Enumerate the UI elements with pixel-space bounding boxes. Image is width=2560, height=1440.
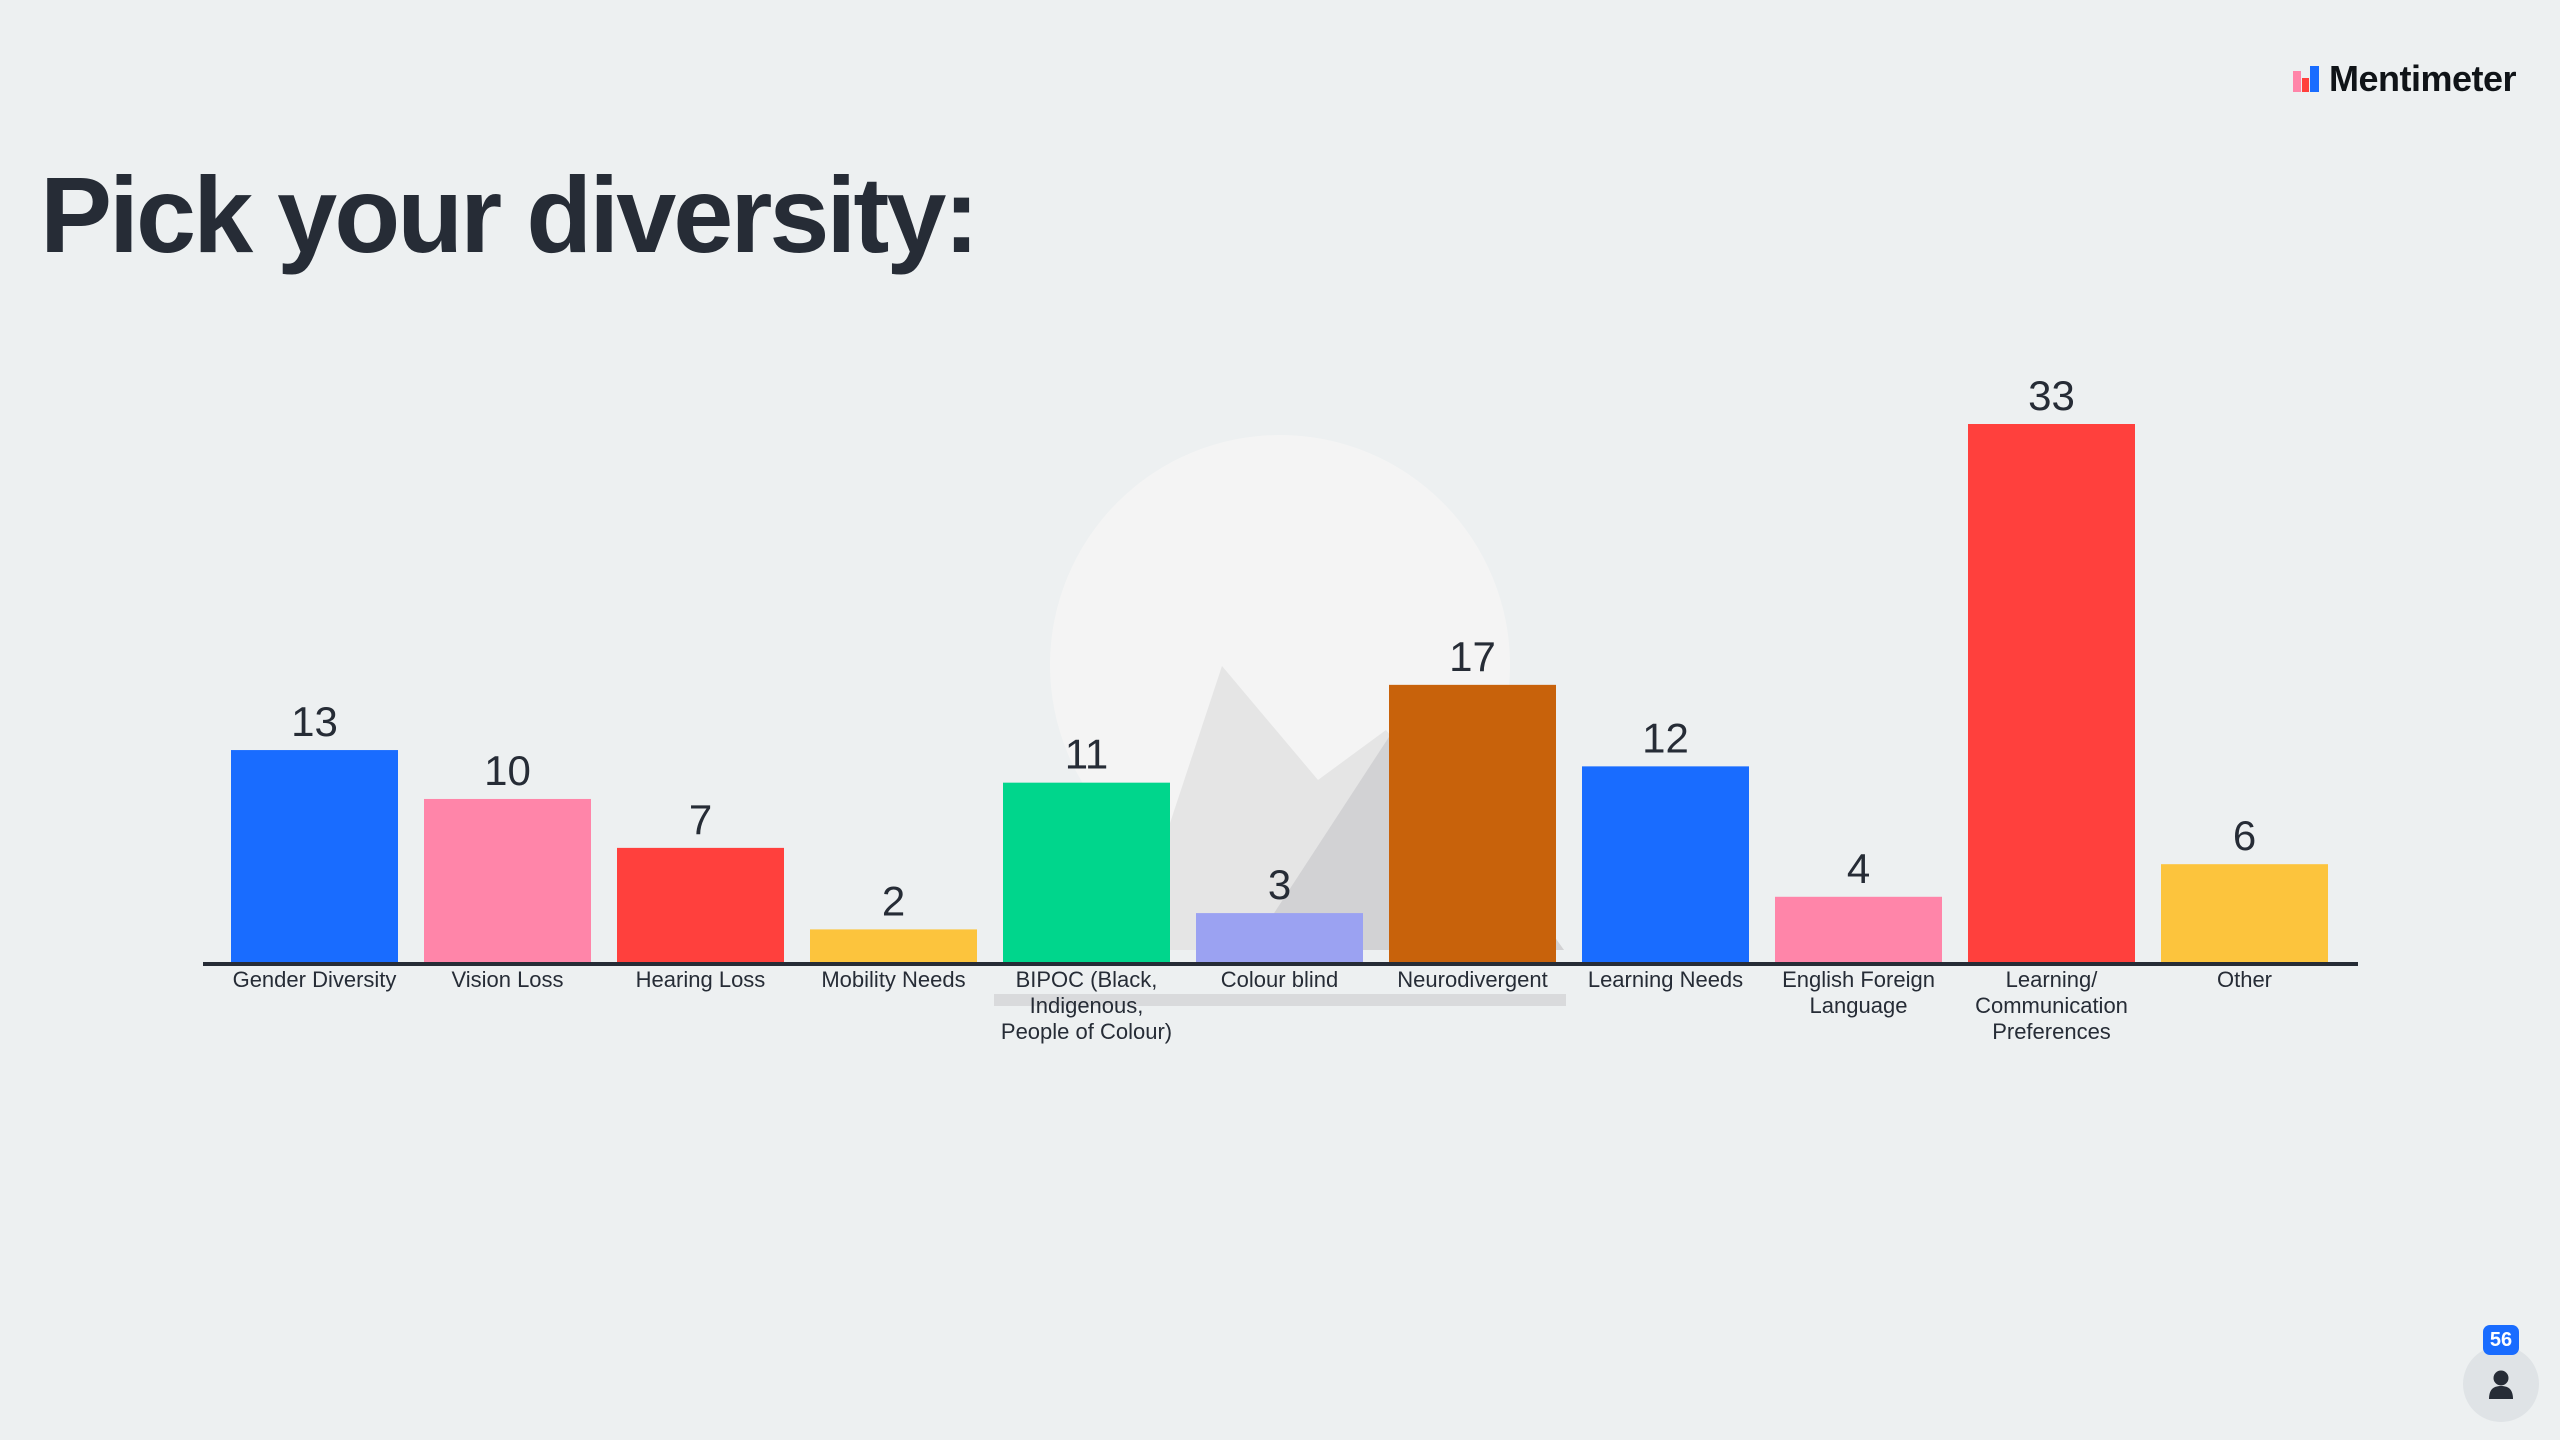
value-label-10: 6 xyxy=(2233,812,2256,859)
bar-7 xyxy=(1582,766,1749,962)
category-label-5: Colour blind xyxy=(1220,967,1339,992)
value-label-1: 10 xyxy=(484,747,531,794)
value-label-2: 7 xyxy=(689,796,712,843)
value-label-7: 12 xyxy=(1642,714,1689,761)
category-label-3: Mobility Needs xyxy=(821,967,966,992)
bar-10 xyxy=(2161,864,2328,962)
bar-4 xyxy=(1003,782,1170,962)
mentimeter-logo-icon xyxy=(2292,66,2319,92)
bar-3 xyxy=(810,929,977,962)
category-label-10: Other xyxy=(2216,967,2273,992)
value-label-3: 2 xyxy=(882,877,905,924)
person-icon xyxy=(2489,1370,2513,1399)
bar-2 xyxy=(617,847,784,962)
value-label-5: 3 xyxy=(1268,861,1291,908)
bar-9 xyxy=(1968,424,2135,962)
bar-8 xyxy=(1775,896,1942,962)
bar-0 xyxy=(231,750,398,962)
category-label-2: Hearing Loss xyxy=(635,967,766,992)
bar-5 xyxy=(1196,913,1363,962)
value-label-6: 17 xyxy=(1449,633,1496,680)
bar-1 xyxy=(424,798,591,962)
bars-group xyxy=(231,424,2328,962)
value-label-8: 4 xyxy=(1847,845,1870,892)
value-labels-group: 13 10 7 2 11 3 17 12 4 33 6 xyxy=(291,372,2256,924)
page-title: Pick your diversity: xyxy=(40,154,979,275)
brand-logo: Mentimeter xyxy=(2292,58,2517,100)
bar-6 xyxy=(1389,684,1556,962)
value-label-4: 11 xyxy=(1065,731,1109,778)
category-label-0: Gender Diversity xyxy=(232,967,397,992)
brand-name: Mentimeter xyxy=(2328,58,2517,99)
value-label-9: 33 xyxy=(2028,372,2075,419)
participants-button[interactable] xyxy=(2463,1346,2539,1422)
category-label-8: English Foreign Language xyxy=(1782,967,1935,1018)
category-label-7: Learning Needs xyxy=(1587,967,1744,992)
category-label-4: BIPOC (Black, Indigenous, People of Colo… xyxy=(1000,967,1173,1044)
category-label-9: Learning/ Communication Preferences xyxy=(1975,967,2128,1044)
category-label-6: Neurodivergent xyxy=(1397,967,1548,992)
value-label-0: 13 xyxy=(291,698,338,745)
category-label-1: Vision Loss xyxy=(451,967,564,992)
participant-count-badge: 56 xyxy=(2483,1325,2519,1355)
